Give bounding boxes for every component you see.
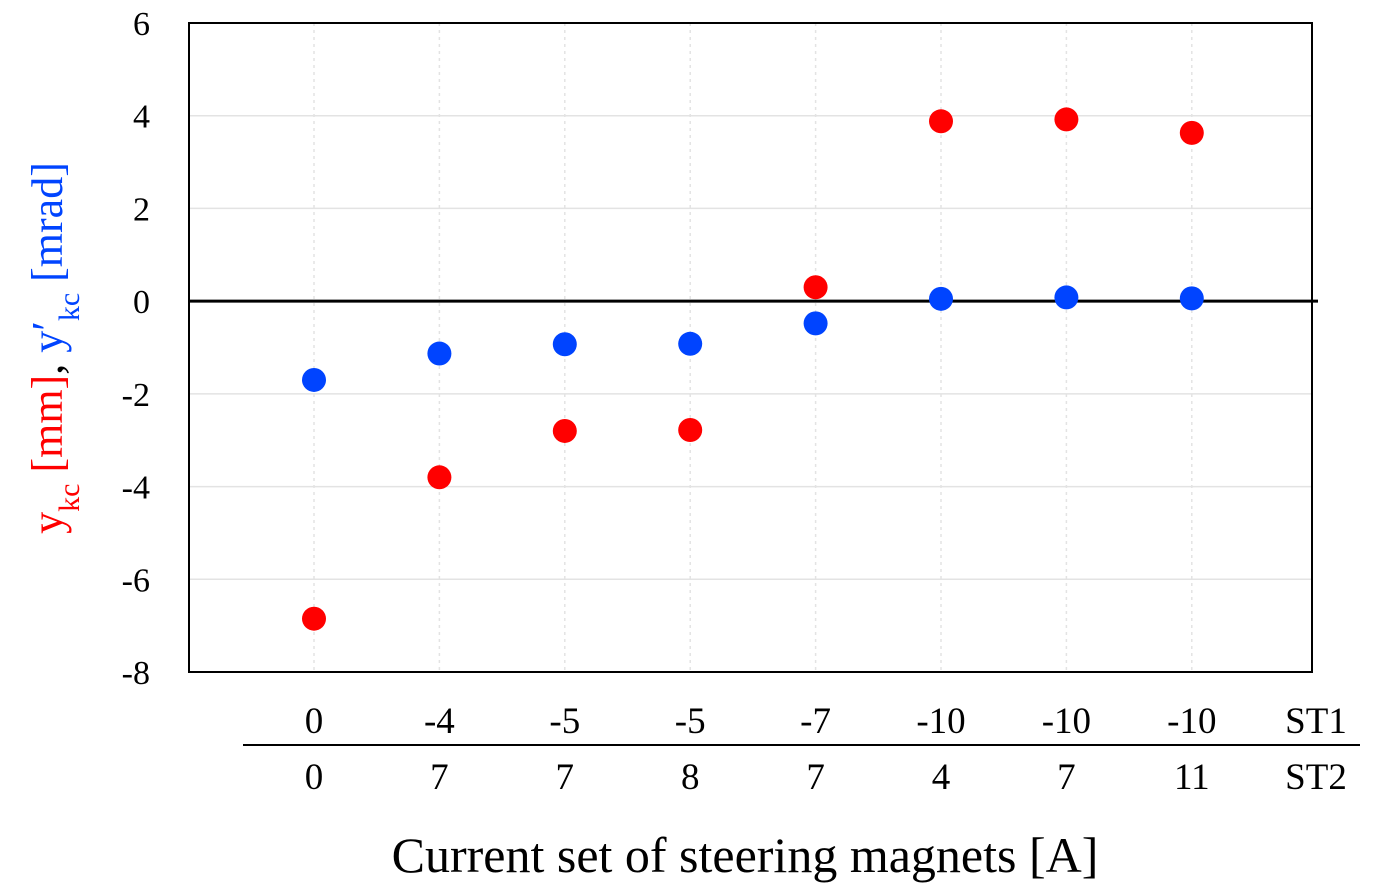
y-label-y-symbol: y — [23, 512, 72, 534]
st2-row-label: ST2 — [1285, 757, 1347, 798]
st2-current-label: 7 — [1057, 757, 1076, 798]
data-point — [678, 418, 703, 443]
x-category-table: 0 0 -4 7 -5 7 -5 8 -7 7 -10 4 -10 7 -10 11 ST1 ST2 — [305, 701, 1347, 798]
y-tick-labels: -8 -6 -4 -2 0 2 4 6 — [122, 6, 150, 692]
y-label-y-sub: kc — [53, 484, 86, 512]
y-tick-label: 0 — [133, 284, 150, 321]
data-point — [803, 311, 828, 336]
data-point — [1054, 107, 1079, 132]
y-tick-label: -2 — [122, 377, 150, 414]
y-label-y-unit: [mm] — [23, 375, 72, 484]
st2-current-label: 7 — [430, 757, 449, 798]
st2-current-label: 11 — [1174, 757, 1210, 798]
st2-current-label: 7 — [556, 757, 575, 798]
st1-current-label: -5 — [675, 701, 706, 742]
st2-current-label: 8 — [681, 757, 700, 798]
data-point — [427, 465, 452, 490]
y-tick-label: 4 — [133, 99, 150, 136]
data-point — [929, 109, 953, 134]
st1-current-label: -10 — [916, 701, 965, 742]
st2-current-label: 0 — [305, 757, 324, 798]
gridlines — [189, 23, 1312, 672]
st2-current-label: 4 — [932, 757, 951, 798]
data-point — [302, 367, 326, 392]
y-label-yp-symbol: y′ — [23, 321, 72, 353]
st1-current-label: -4 — [424, 701, 455, 742]
y-tick-label: -6 — [122, 562, 150, 599]
plot-area-frame — [188, 22, 1313, 673]
y-label-separator: , — [23, 353, 72, 375]
data-point — [1179, 286, 1204, 311]
data-point — [678, 331, 703, 356]
data-point — [552, 332, 577, 357]
x-axis-label: Current set of steering magnets [A] — [392, 827, 1099, 883]
st1-current-label: -10 — [1167, 701, 1216, 742]
y-label-yp-sub: kc — [53, 293, 86, 321]
st1-current-label: -7 — [800, 701, 831, 742]
y-axis-label: ykc [mm], y′kc [mrad] — [23, 162, 86, 534]
y-tick-label: 6 — [133, 6, 150, 43]
st1-row-label: ST1 — [1285, 701, 1347, 742]
st1-current-label: -10 — [1042, 701, 1091, 742]
st1-current-label: 0 — [305, 701, 324, 742]
st2-current-label: 7 — [806, 757, 825, 798]
data-point — [552, 418, 577, 443]
data-point — [427, 341, 452, 366]
y-tick-label: -8 — [122, 655, 150, 692]
y-tick-label: 2 — [133, 191, 150, 228]
data-point — [929, 286, 953, 311]
data-points — [302, 107, 1204, 631]
st1-current-label: -5 — [549, 701, 580, 742]
y-label-yp-unit: [mrad] — [23, 162, 72, 293]
y-tick-label: -4 — [122, 470, 150, 507]
data-point — [1054, 285, 1079, 310]
data-point — [803, 275, 828, 300]
data-point — [1179, 120, 1204, 145]
data-point — [302, 606, 326, 631]
